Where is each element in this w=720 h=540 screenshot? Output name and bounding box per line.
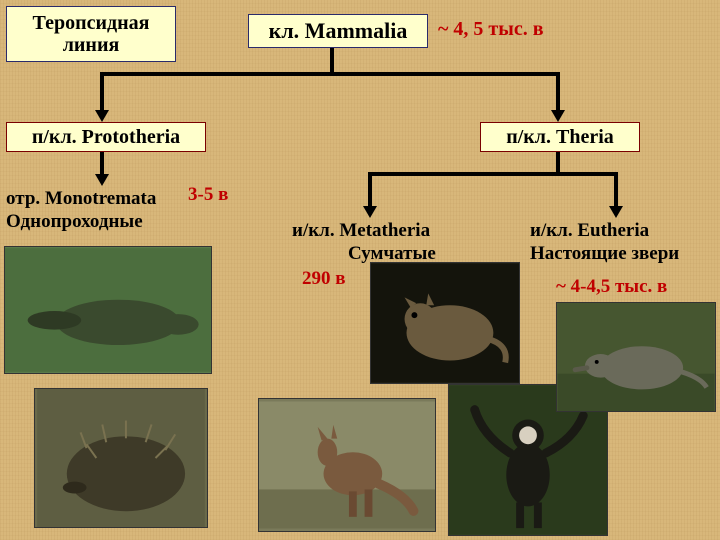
metatheria-line1: и/кл. Metatheria <box>292 220 436 243</box>
photo-platypus <box>4 246 212 374</box>
arrow-eu-head <box>609 206 623 218</box>
monotremata-line1: отр. Monotremata <box>6 188 156 211</box>
mammalia-count: ~ 4, 5 тыс. в <box>438 18 544 41</box>
photo-shrew <box>556 302 716 412</box>
theria-box: п/кл. Theria <box>480 122 640 152</box>
arrow-theria-stub <box>556 152 560 174</box>
theria-text: п/кл. Theria <box>506 126 614 149</box>
arrow-meta-head <box>363 206 377 218</box>
teropsid-text: Теропсидная линия <box>33 12 150 56</box>
arrow-meta-down <box>368 172 372 208</box>
prototheria-text: п/кл. Prototheria <box>32 126 180 149</box>
arrow-eu-down <box>614 172 618 208</box>
metatheria-label: и/кл. Metatheria Сумчатые <box>292 220 436 266</box>
photo-echidna <box>34 388 208 528</box>
monotremata-line2: Однопроходные <box>6 211 156 234</box>
photo-possum <box>370 262 520 384</box>
arrow-right-down <box>556 72 560 112</box>
metatheria-count: 290 в <box>302 268 346 290</box>
arrow-left-head <box>95 110 109 122</box>
eutheria-line1: и/кл. Eutheria <box>530 220 679 243</box>
arrow-proto-head <box>95 174 109 186</box>
mammalia-box: кл. Mammalia <box>248 14 428 48</box>
monotremata-label: отр. Monotremata Однопроходные <box>6 188 156 234</box>
arrow-stub-up <box>330 48 334 74</box>
eutheria-label: и/кл. Eutheria Настоящие звери <box>530 220 679 266</box>
prototheria-box: п/кл. Prototheria <box>6 122 206 152</box>
eutheria-line2: Настоящие звери <box>530 243 679 266</box>
arrow-proto-down <box>100 152 104 176</box>
eutheria-count: ~ 4-4,5 тыс. в <box>556 276 667 298</box>
arrow-h-theria <box>368 172 618 176</box>
arrow-right-head <box>551 110 565 122</box>
teropsid-box: Теропсидная линия <box>6 6 176 62</box>
monotremata-count: 3-5 в <box>188 184 228 206</box>
arrow-left-down <box>100 72 104 112</box>
photo-kangaroo <box>258 398 436 532</box>
mammalia-text: кл. Mammalia <box>269 18 408 44</box>
